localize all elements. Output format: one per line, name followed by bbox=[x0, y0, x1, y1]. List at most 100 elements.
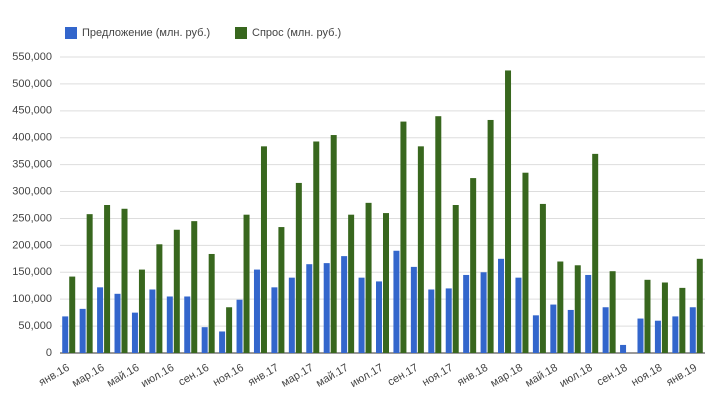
bar bbox=[97, 287, 104, 353]
bar bbox=[452, 205, 459, 353]
bar bbox=[428, 289, 435, 353]
bar bbox=[173, 229, 180, 353]
bar bbox=[365, 202, 372, 353]
y-tick-label: 450,000 bbox=[12, 105, 52, 117]
bar bbox=[166, 296, 173, 353]
legend-label: Предложение (млн. руб.) bbox=[82, 27, 210, 39]
y-tick-label: 0 bbox=[46, 347, 52, 359]
bar bbox=[358, 277, 365, 353]
bar bbox=[236, 299, 243, 353]
y-tick-label: 100,000 bbox=[12, 293, 52, 305]
y-tick-label: 300,000 bbox=[12, 185, 52, 197]
x-tick-label: июл.16 bbox=[139, 362, 176, 390]
x-tick-label: май.17 bbox=[314, 362, 350, 390]
y-tick-label: 150,000 bbox=[12, 266, 52, 278]
bar bbox=[417, 146, 424, 353]
bar bbox=[184, 296, 191, 353]
legend-label: Спрос (млн. руб.) bbox=[252, 27, 341, 39]
bar bbox=[219, 331, 226, 353]
bar bbox=[253, 269, 260, 353]
bar bbox=[243, 214, 250, 353]
bar bbox=[637, 318, 644, 353]
bar bbox=[348, 214, 355, 353]
bar bbox=[278, 227, 285, 353]
bar bbox=[62, 316, 69, 353]
bar bbox=[585, 274, 592, 353]
x-tick-label: мар.16 bbox=[70, 362, 106, 390]
bar bbox=[400, 121, 407, 353]
x-tick-label: янв.18 bbox=[455, 362, 490, 389]
bar bbox=[260, 146, 267, 353]
bar bbox=[383, 213, 389, 353]
bar bbox=[620, 344, 627, 353]
x-tick-label: сен.16 bbox=[177, 362, 212, 389]
bar bbox=[609, 271, 616, 353]
bar bbox=[689, 307, 696, 353]
bar bbox=[592, 153, 599, 353]
bar bbox=[522, 172, 529, 353]
bar bbox=[226, 307, 233, 353]
y-tick-label: 400,000 bbox=[12, 132, 52, 144]
bar bbox=[602, 307, 609, 353]
bar bbox=[445, 288, 452, 353]
bar bbox=[470, 178, 477, 353]
legend-swatch bbox=[235, 27, 247, 39]
bar bbox=[156, 244, 163, 353]
y-tick-label: 50,000 bbox=[18, 320, 52, 332]
bar bbox=[306, 264, 313, 353]
bar bbox=[341, 256, 348, 353]
x-tick-label: июл.18 bbox=[558, 362, 595, 390]
bar bbox=[121, 208, 128, 353]
bar bbox=[539, 203, 546, 353]
bar bbox=[104, 205, 111, 353]
bar bbox=[69, 276, 76, 353]
x-tick-label: мар.18 bbox=[489, 362, 525, 390]
x-tick-label: мар.17 bbox=[279, 362, 315, 390]
bar bbox=[515, 277, 522, 353]
bar bbox=[393, 250, 400, 353]
bar bbox=[313, 141, 320, 353]
bar bbox=[271, 287, 278, 353]
bar bbox=[574, 265, 581, 353]
y-tick-label: 500,000 bbox=[12, 78, 52, 90]
bar bbox=[672, 316, 679, 353]
bar bbox=[149, 289, 156, 353]
bar bbox=[435, 116, 442, 353]
bar bbox=[463, 274, 470, 353]
bar bbox=[696, 258, 703, 353]
bar bbox=[679, 287, 686, 353]
y-tick-label: 350,000 bbox=[12, 159, 52, 171]
bar bbox=[288, 277, 295, 353]
x-tick-label: янв.17 bbox=[246, 362, 281, 389]
y-tick-label: 200,000 bbox=[12, 239, 52, 251]
bar bbox=[567, 309, 574, 353]
bar bbox=[295, 182, 302, 353]
bar bbox=[410, 266, 417, 353]
bar bbox=[532, 315, 539, 353]
bar bbox=[480, 272, 487, 353]
bar bbox=[498, 258, 505, 353]
bar bbox=[487, 119, 494, 353]
bar bbox=[138, 269, 145, 353]
x-tick-label: сен.17 bbox=[386, 362, 421, 389]
x-tick-label: май.18 bbox=[523, 362, 559, 390]
x-tick-label: янв.16 bbox=[37, 362, 72, 389]
bar bbox=[114, 293, 121, 353]
bar bbox=[191, 221, 198, 353]
bar bbox=[644, 279, 651, 353]
x-tick-label: ноя.17 bbox=[420, 362, 455, 389]
bar bbox=[654, 320, 661, 353]
bar bbox=[86, 214, 93, 353]
bar bbox=[505, 70, 512, 354]
x-tick-label: ноя.18 bbox=[629, 362, 664, 389]
legend-swatch bbox=[65, 27, 77, 39]
x-tick-label: ноя.16 bbox=[211, 362, 246, 389]
x-tick-label: янв.19 bbox=[665, 362, 700, 389]
bar bbox=[131, 312, 138, 353]
x-tick-label: май.16 bbox=[105, 362, 141, 390]
bar bbox=[323, 263, 330, 353]
bar bbox=[376, 281, 382, 353]
y-tick-label: 550,000 bbox=[12, 51, 52, 63]
bar bbox=[330, 135, 337, 353]
